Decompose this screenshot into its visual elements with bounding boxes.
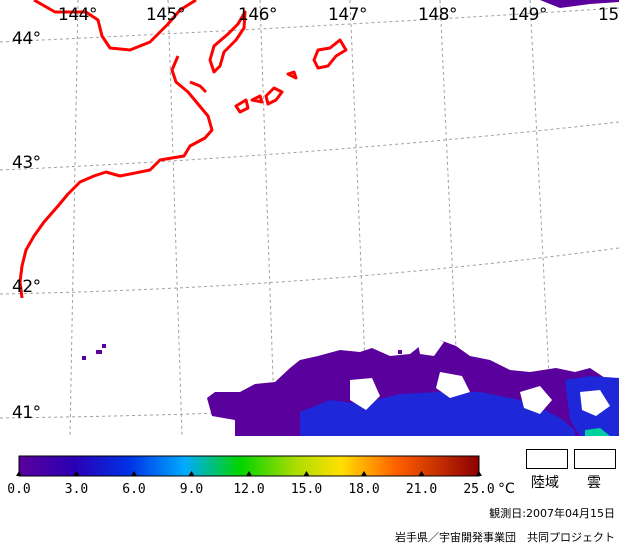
land-legend-label: 陸域 [531,475,559,491]
colorbar-tick-label: 15.0 [290,482,323,497]
latitude-label: 42° [12,277,41,297]
cloud-patch [580,390,610,416]
longitude-label: 15 [598,5,619,25]
colorbar-unit: °C [498,481,515,497]
colorbar-tick [73,471,80,476]
longitude-label: 146° [238,5,277,25]
colorbar-gradient [16,455,482,477]
cloud-patch [436,372,470,398]
observation-date: 観測日:2007年04月15日 [489,507,615,520]
colorbar-tick [131,471,137,476]
coastline [18,0,348,299]
cloud-patch [520,386,552,414]
longitude-label: 149° [508,5,547,25]
colorbar-tick-label: 9.0 [179,482,204,497]
latitude-label: 43° [12,153,41,173]
latitude-label: 41° [12,403,41,423]
colorbar-ticks [16,471,482,476]
longitude-label: 148° [418,5,457,25]
colorbar-tick [361,471,367,476]
latitude-labels: 44° 43° 42° 41° [12,29,41,423]
longitude-labels: 144° 145° 146° 147° 148° 149° 15 [58,5,619,25]
colorbar-tick [188,471,195,476]
colorbar-tick [246,471,252,476]
colorbar-tick-label: 6.0 [122,482,146,497]
longitude-label: 147° [328,5,367,25]
longitude-label: 145° [146,5,185,25]
cloud-legend-label: 雲 [587,475,601,491]
credit-line: 岩手県／宇宙開発事業団 共同プロジェクト [395,531,615,544]
cloud-legend-swatch [574,449,616,469]
colorbar-tick-label: 21.0 [405,482,438,497]
colorbar-tick [16,471,22,476]
cloud-patch [418,336,444,356]
colorbar-tick [476,471,482,476]
colorbar-tick-label: 18.0 [348,482,380,497]
colorbar: °C [0,440,619,500]
colorbar-tick [418,471,425,476]
latitude-label: 44° [12,29,41,49]
colorbar-tick-label: 0.0 [7,482,31,497]
sst-map: 144° 145° 146° 147° 148° 149° 15 44° 43°… [0,0,619,436]
colorbar-tick [303,471,310,476]
colorbar-tick-label: 3.0 [64,482,89,497]
colorbar-tick-label: 25.0 [463,482,495,497]
longitude-label: 144° [58,5,97,25]
land-legend-swatch [526,449,568,469]
cloud-patch [350,378,380,410]
colorbar-tick-label: 12.0 [233,482,265,497]
sst-field [82,0,619,436]
